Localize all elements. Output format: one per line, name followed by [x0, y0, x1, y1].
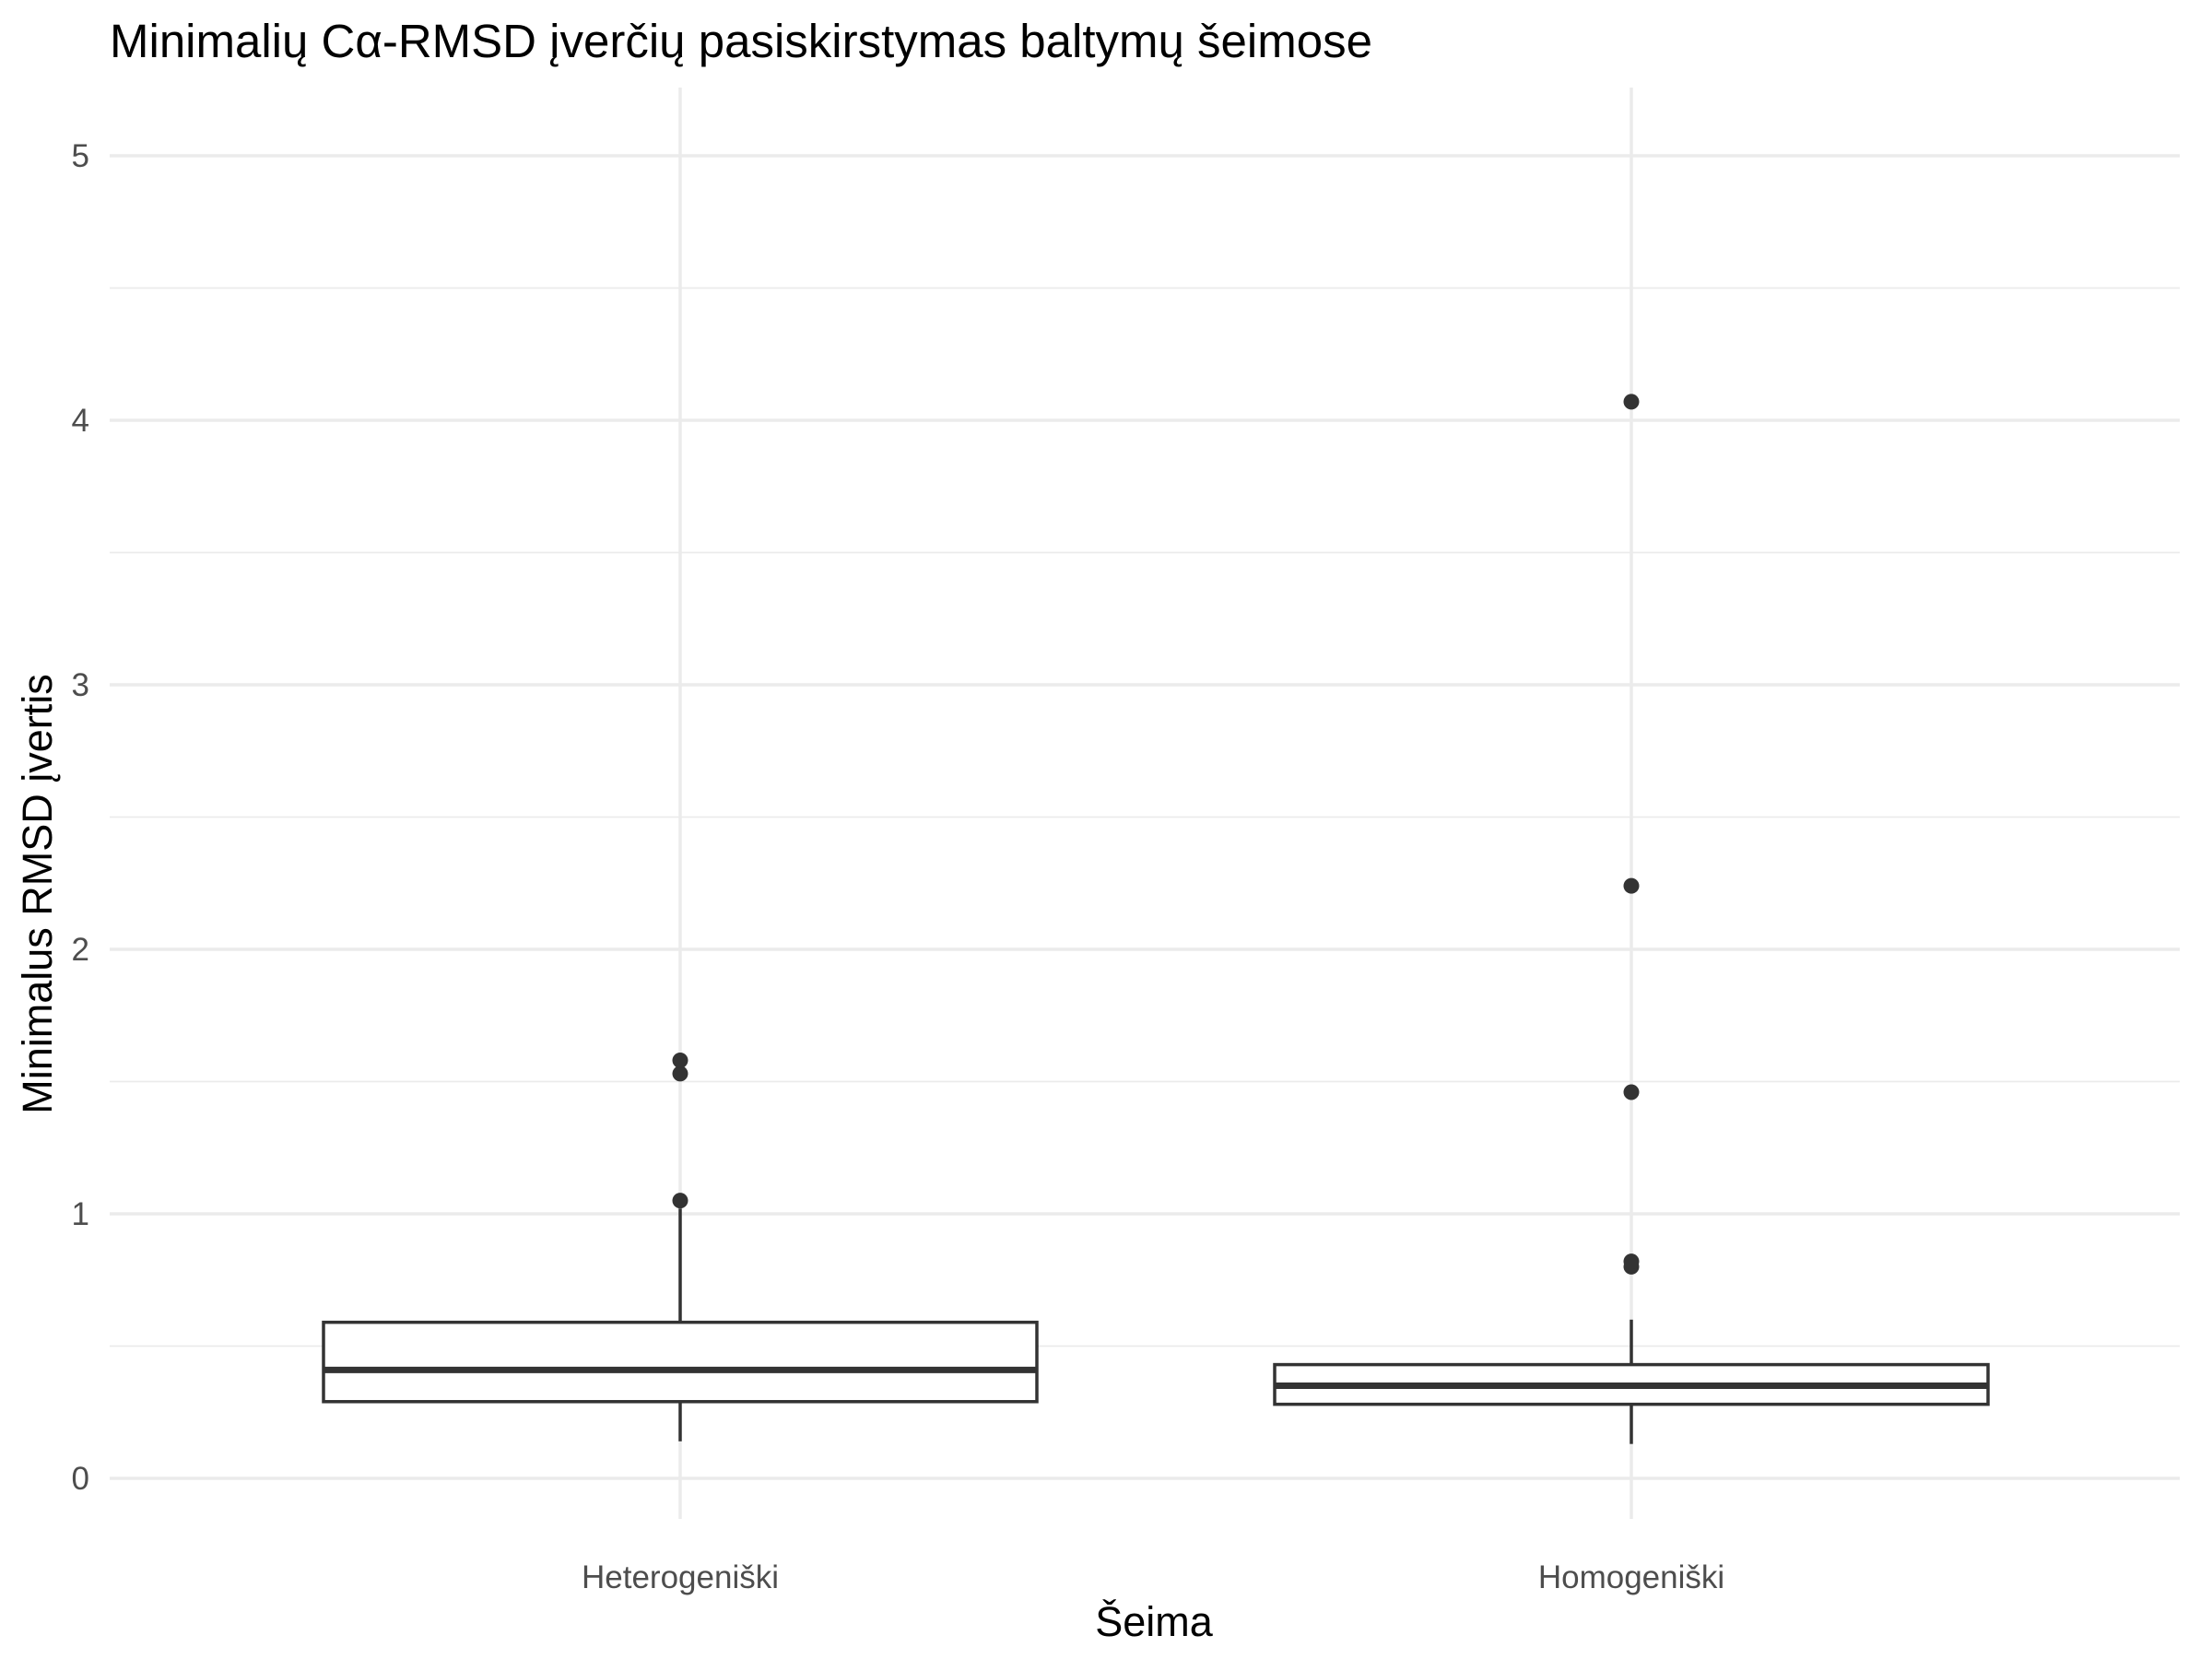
y-tick-label: 1: [72, 1196, 89, 1232]
box-group: [1273, 394, 1990, 1444]
outlier-point: [1623, 1253, 1640, 1270]
y-axis-ticks: 0 1 2 3 4 5: [72, 138, 89, 1497]
y-tick-label: 5: [72, 138, 89, 174]
y-tick-label: 0: [72, 1461, 89, 1497]
y-tick-label: 4: [72, 403, 89, 439]
x-axis-title: Šeima: [1095, 1598, 1214, 1645]
grid: [110, 88, 2180, 1519]
x-axis-ticks: Heterogeniški Homogeniški: [582, 1559, 1724, 1595]
y-tick-label: 3: [72, 667, 89, 703]
outlier-point: [672, 1193, 688, 1209]
chart-title: Minimalių Cα-RMSD įverčių pasiskirstymas…: [110, 15, 1372, 67]
boxes: [322, 394, 1990, 1444]
y-axis-title: Minimalus RMSD įvertis: [14, 674, 61, 1114]
outlier-point: [672, 1065, 688, 1082]
box-iqr: [322, 1320, 1039, 1404]
outlier-point: [1623, 877, 1640, 894]
outlier-point: [1623, 394, 1640, 410]
outlier-point: [672, 1053, 688, 1069]
y-tick-label: 2: [72, 932, 89, 968]
box-group: [322, 1053, 1039, 1441]
x-tick-label: Homogeniški: [1538, 1559, 1724, 1595]
x-tick-label: Heterogeniški: [582, 1559, 779, 1595]
outlier-point: [1623, 1084, 1640, 1100]
